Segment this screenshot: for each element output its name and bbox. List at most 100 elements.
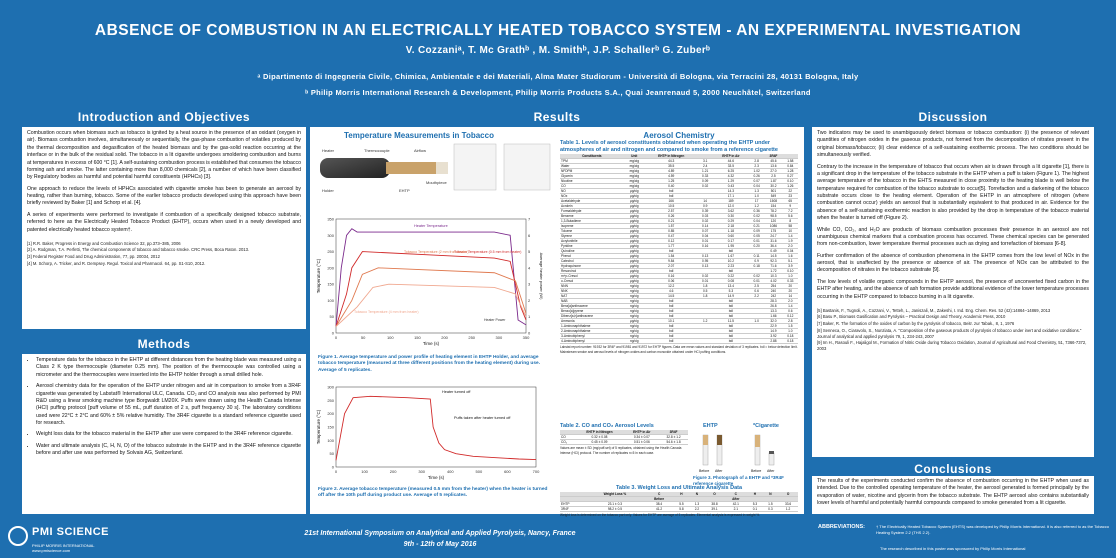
table-row: Acetaldehyde µg/cig 166 14 189 17 1508 65 xyxy=(560,198,798,205)
table-cell xyxy=(697,248,713,255)
y-tick-label: 350 xyxy=(327,217,334,222)
table-cell xyxy=(697,333,713,340)
ehtp-schematic: Holder EHTP Heater Thermocouple Airflow … xyxy=(320,143,551,193)
table-cell: 45.6 xyxy=(764,158,783,165)
table-row: Quinoline µg/cig bdl bdl 0.49 0.04 xyxy=(560,248,798,255)
table-1-title: Table 1. Levels of aerosol constituents … xyxy=(560,140,778,154)
table-cell: 0.16 xyxy=(644,273,698,280)
table-cell: 24.7 xyxy=(764,233,783,240)
conclusions-heading: Conclusions xyxy=(812,462,1094,476)
table-cell: 0.17 xyxy=(712,238,749,245)
table-cell: 1508 xyxy=(764,198,783,205)
y-tick-label: 150 xyxy=(327,425,334,430)
temp-label: Thermocouple xyxy=(364,148,390,153)
table-cell xyxy=(748,308,765,315)
table-cell: NAT xyxy=(560,293,624,300)
table-header-cell: EHTP in Nitrogen xyxy=(574,430,625,436)
table-cell: 242 xyxy=(764,293,783,300)
product-photos xyxy=(702,434,775,466)
table-cell: µg/cig xyxy=(623,248,645,255)
table-cell: 27.0 xyxy=(764,168,783,175)
table-cell: 1.66 xyxy=(764,313,783,320)
y-tick-label: 0 xyxy=(332,331,335,336)
discussion-paragraph-4: Further confirmation of the absence of c… xyxy=(817,252,1089,274)
table-cell: bdl xyxy=(712,308,749,315)
table-cell: 1.6 xyxy=(782,253,798,260)
table-cell: bdl xyxy=(712,248,749,255)
table-cell xyxy=(697,338,713,345)
table-cell: 1.28 xyxy=(782,168,798,175)
table-subheader-cell: After xyxy=(724,496,748,503)
y2-tick-label: 2 xyxy=(528,298,531,303)
table-cell: 33.5 xyxy=(712,163,749,170)
methods-item: Temperature data for the tobacco in the … xyxy=(36,357,301,379)
tobacco1-annotation: Tobacco Temperature (0.5 mm from heater) xyxy=(454,250,521,254)
y-tick-label: 100 xyxy=(327,438,334,443)
table-row: NO µg/cig bdl 14.3 1.3 501 22 xyxy=(560,188,798,195)
discussion-paragraph-2: Contrary to the increase in the temperat… xyxy=(817,163,1089,222)
cigarette-photo-label: *Cigarette xyxy=(753,423,779,429)
table-cell: 254 xyxy=(764,283,783,290)
table-header-cell: 3R4F xyxy=(764,154,783,160)
table-row: NNK ng/cig 4.6 0.5 5.3 0.6 240 20 xyxy=(560,288,798,295)
table-row: Resorcinol µg/cig bdl bdl 1.72 0.10 xyxy=(560,268,798,275)
table-cell: 7.2 xyxy=(782,208,798,215)
intro-ref: [3] Federal Register Food and Drug Admin… xyxy=(27,254,160,260)
y2-axis-label: Average heater power (W) xyxy=(539,253,544,301)
table-row: NAT ng/cig 14.5 1.8 14.9 2.2 242 14 xyxy=(560,293,798,300)
table-cell: 0.26 xyxy=(748,173,765,180)
table-cell: 1.3 xyxy=(689,501,705,508)
table-cell: bdl xyxy=(712,338,749,345)
table-cell: NO xyxy=(560,188,624,195)
table-cell xyxy=(697,328,713,335)
table-cell: 0.02 xyxy=(697,218,713,225)
table-cell: 1.3 xyxy=(748,188,765,195)
table-cell: Benzo[a]pyrene xyxy=(560,308,624,315)
table-cell: 14.5 xyxy=(644,293,698,300)
table-cell: mg/cig xyxy=(623,183,645,190)
table-cell: 2.3 xyxy=(748,163,765,170)
table-cell: 0.51 ± 0.06 xyxy=(624,439,660,446)
table-1-header: Constituents Unit EHTP in Nitrogen EHTP in … xyxy=(560,154,798,160)
x-tick-label: 350 xyxy=(523,335,530,340)
table-cell: µg/cig xyxy=(623,223,645,230)
table-cell: 36.4 xyxy=(764,243,783,250)
table-cell: 1.72 xyxy=(764,268,783,275)
table-cell: 2.2 xyxy=(748,293,765,300)
methods-item: Aerosol chemistry data for the operation… xyxy=(36,383,301,427)
x-tick-label: 0 xyxy=(335,335,338,340)
y2-tick-label: 4 xyxy=(528,265,531,270)
discussion-ref: [8] Senneca, O., Ciaravolo, S., Nunziata… xyxy=(817,327,1082,339)
intro-ref: [1] R.R. Baker, Progress in Energy and C… xyxy=(27,240,181,246)
table-cell: 189 xyxy=(712,198,749,205)
table-subheader-cell xyxy=(778,496,798,503)
table-cell: 20 xyxy=(782,288,798,295)
table-cell: 0.05 xyxy=(748,233,765,240)
table-cell: 71.6 xyxy=(764,263,783,270)
table-cell: TPM xyxy=(560,158,624,165)
table-cell: 1.2 xyxy=(748,203,765,210)
discussion-ref: [5] Bastanis, F., Tugnoli, A., Cozzani, … xyxy=(817,307,1051,313)
table-cell: bdl xyxy=(712,323,749,330)
table-cell: 1.29 xyxy=(712,178,749,185)
crimped-plug-photo xyxy=(453,143,497,191)
table-cell: Water xyxy=(560,163,624,170)
table-header-cell: N xyxy=(689,492,705,498)
puffs-annotation: Puffs taken after heater turned off xyxy=(454,416,511,420)
table-cell: 1.21 xyxy=(697,168,713,175)
table-row: Water mg/cig 35.5 2.4 33.5 2.3 13.6 0.84 xyxy=(560,163,798,170)
table-cell: 0.06 xyxy=(644,278,698,285)
table-cell: 3R4F xyxy=(560,506,586,513)
tobacco-temp-05mm-line xyxy=(335,251,527,327)
x-tick-label: 100 xyxy=(387,335,394,340)
table-header-cell xyxy=(560,430,575,436)
table-cell: 1.58 xyxy=(782,158,798,165)
table-cell: 1.18 xyxy=(712,228,749,235)
table-header-cell: EHTP in Air xyxy=(712,154,749,160)
table-cell xyxy=(748,333,765,340)
table-cell xyxy=(748,248,765,255)
y2-tick-label: 1 xyxy=(528,314,531,319)
abbreviations-text: † The Electrically Heated Tobacco System… xyxy=(876,524,1109,535)
table-2: EHTP in Nitrogen EHTP in Air 3R4F CO 0.32 ±… xyxy=(560,430,688,446)
table-subheader-cell xyxy=(673,496,690,503)
